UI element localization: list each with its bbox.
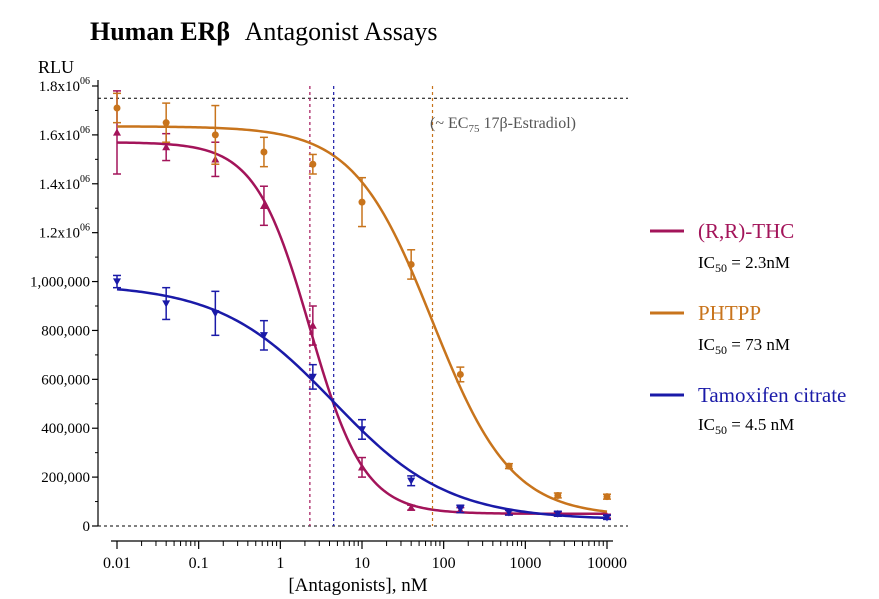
x-tick-label: 100 xyxy=(432,555,456,572)
data-point xyxy=(554,491,562,499)
data-point xyxy=(407,503,416,511)
data-point xyxy=(259,332,268,340)
data-point xyxy=(259,201,268,209)
legend-ic50-phtpp: IC50 = 73 nM xyxy=(698,335,790,357)
x-tick-label: 10 xyxy=(354,555,370,572)
data-point xyxy=(407,260,415,268)
y-tick-label: 600,000 xyxy=(41,372,90,388)
x-tick-label: 10000 xyxy=(587,555,627,572)
data-point xyxy=(162,300,171,308)
data-point xyxy=(456,370,464,378)
data-point xyxy=(211,310,220,318)
data-point xyxy=(358,463,366,471)
data-point xyxy=(407,477,416,485)
x-axis-label: [Antagonists], nM xyxy=(288,575,427,596)
legend-ic50-tamoxifen: IC50 = 4.5 nM xyxy=(698,415,794,437)
x-tick-label: 1000 xyxy=(509,555,541,572)
data-point xyxy=(308,373,317,381)
legend-entry-phtpp: PHTPP IC50 = 73 nM xyxy=(650,301,790,357)
y-tick-label: 0 xyxy=(83,519,91,535)
data-point xyxy=(603,514,611,522)
y-tick-label: 200,000 xyxy=(41,470,90,486)
data-point xyxy=(308,321,317,329)
y-tick-label: 1,000,000 xyxy=(30,275,90,291)
data-point xyxy=(504,509,513,517)
legend-ic50-rr-thc: IC50 = 2.3nM xyxy=(698,253,790,275)
data-point xyxy=(113,278,121,286)
data-point xyxy=(505,462,513,470)
data-point xyxy=(603,493,611,501)
x-tick-label: 0.01 xyxy=(103,555,131,572)
data-point xyxy=(358,426,366,434)
reference-line-label: (~ EC75 17β-Estradiol) xyxy=(430,115,576,135)
chart-title-bold: Human ERβ xyxy=(90,17,230,46)
x-tick-label: 0.1 xyxy=(189,555,209,572)
legend: (R,R)-THC IC50 = 2.3nM PHTPP IC50 = 73 n… xyxy=(650,219,846,437)
axes: 0 200,000 400,000 600,000 800,000 1,000,000 1.… xyxy=(30,76,627,572)
data-point xyxy=(309,160,317,168)
y-tick-label: 1.2x1006 xyxy=(39,223,90,242)
data-point xyxy=(553,510,562,518)
data-point xyxy=(260,148,268,156)
legend-entry-tamoxifen: Tamoxifen citrate IC50 = 4.5 nM xyxy=(650,383,846,437)
data-point xyxy=(162,119,170,127)
series-0 xyxy=(113,86,611,526)
data-point xyxy=(358,198,366,206)
fit-curve xyxy=(116,287,608,520)
data-point xyxy=(113,104,121,112)
series-2 xyxy=(113,86,611,526)
reference-lines xyxy=(98,97,628,527)
legend-label-phtpp: PHTPP xyxy=(698,301,761,325)
y-tick-label: 400,000 xyxy=(41,421,90,437)
data-point xyxy=(456,505,465,513)
legend-label-rr-thc: (R,R)-THC xyxy=(698,219,794,243)
y-tick-label: 1.8x1006 xyxy=(39,76,90,95)
legend-entry-rr-thc: (R,R)-THC IC50 = 2.3nM xyxy=(650,219,794,275)
series-group xyxy=(113,86,611,526)
data-point xyxy=(211,131,219,139)
y-tick-label: 800,000 xyxy=(41,323,90,339)
x-tick-label: 1 xyxy=(276,555,284,572)
legend-label-tamoxifen: Tamoxifen citrate xyxy=(698,383,846,407)
data-point xyxy=(113,128,121,136)
chart-title-normal: Antagonist Assays xyxy=(245,17,438,46)
y-tick-label: 1.6x1006 xyxy=(39,125,90,144)
data-point xyxy=(162,143,171,151)
y-tick-label: 1.4x1006 xyxy=(39,174,90,193)
series-1 xyxy=(113,86,611,526)
y-axis-label: RLU xyxy=(38,57,74,77)
chart-title: Human ERβ Antagonist Assays xyxy=(90,17,437,46)
